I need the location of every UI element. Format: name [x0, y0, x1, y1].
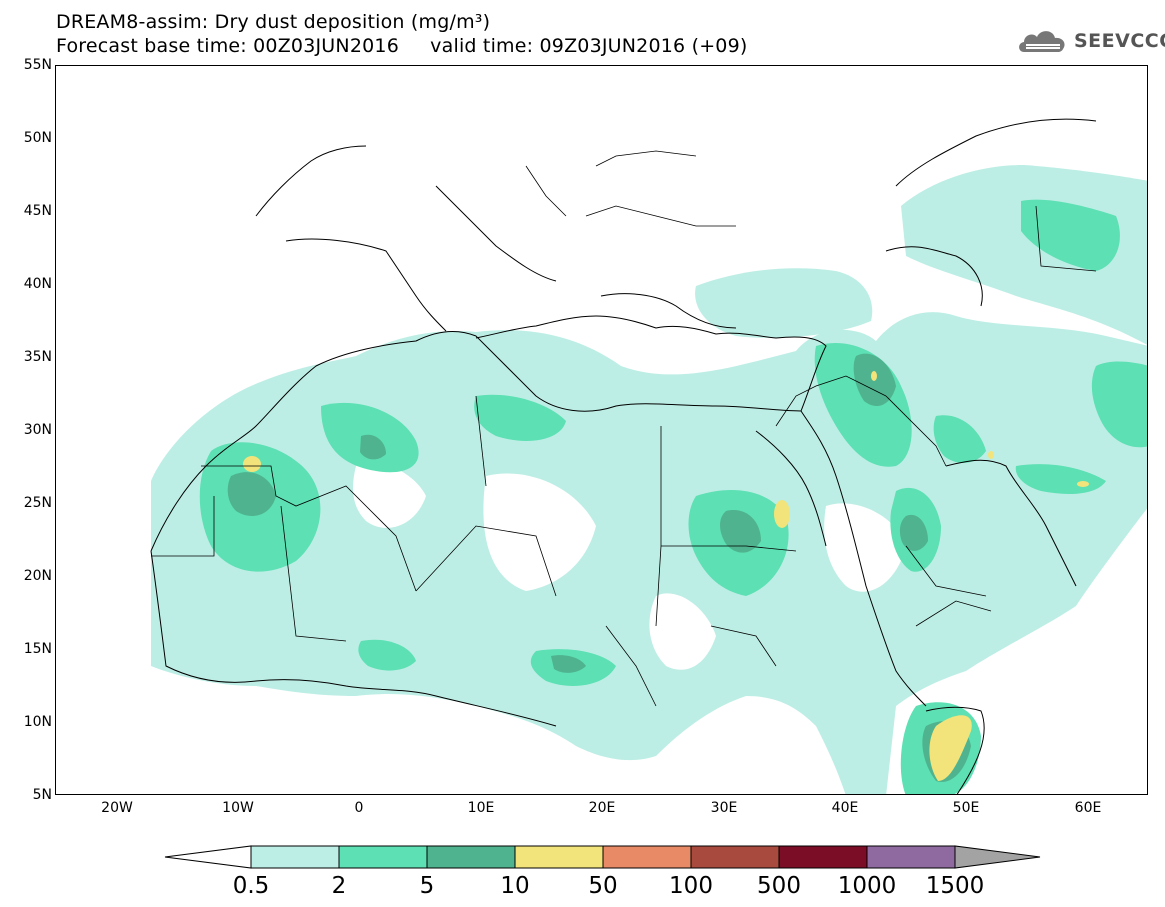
- colorbar-bin-5-10: [426, 845, 516, 869]
- colorbar-bin-10-50: [514, 845, 604, 869]
- colorbar-bin-500-1000: [778, 845, 868, 869]
- lon-label-20w: 20W: [101, 800, 133, 816]
- colorbar-label-100: 100: [669, 873, 713, 899]
- colorbar-bin-1000-1500: [866, 845, 956, 869]
- lat-label-50n: 50N: [23, 130, 52, 146]
- lat-label-15n: 15N: [23, 641, 52, 657]
- seevccc-logo: SEEVCCC: [1016, 26, 1165, 56]
- colorbar-arrow-low: [164, 845, 252, 869]
- lon-label-10w: 10W: [222, 800, 254, 816]
- contour-10-50: [243, 371, 1089, 781]
- lat-label-45n: 45N: [23, 203, 52, 219]
- colorbar-bin-100-500: [690, 845, 780, 869]
- colorbar-label-50: 50: [588, 873, 618, 899]
- lon-label-30e: 30E: [710, 800, 738, 816]
- colorbar-label-10: 10: [500, 873, 530, 899]
- lat-label-10n: 10N: [23, 714, 52, 730]
- dust-deposition-map: [150, 118, 1147, 794]
- lon-label-50e: 50E: [952, 800, 980, 816]
- logo-text: SEEVCCC: [1074, 30, 1165, 52]
- colorbar-label-0.5: 0.5: [232, 873, 270, 899]
- forecast-times: Forecast base time: 00Z03JUN2016 valid t…: [56, 35, 748, 57]
- colorbar-label-2: 2: [331, 873, 347, 899]
- cloud-icon: [1019, 31, 1065, 52]
- lon-label-20e: 20E: [588, 800, 616, 816]
- colorbar-bin-0.5-2: [250, 845, 340, 869]
- colorbar-label-1000: 1000: [837, 873, 897, 899]
- coastlines: [150, 118, 1097, 794]
- lon-label-10e: 10E: [467, 800, 495, 816]
- lat-label-5n: 5N: [32, 787, 52, 803]
- colorbar-label-1500: 1500: [925, 873, 985, 899]
- colorbar-label-500: 500: [757, 873, 801, 899]
- lon-label-0: 0: [354, 800, 364, 816]
- colorbar-bin-50-100: [602, 845, 692, 869]
- lat-label-40n: 40N: [23, 276, 52, 292]
- lat-label-35n: 35N: [23, 349, 52, 365]
- contour-below-0.5: [353, 463, 906, 670]
- lat-label-30n: 30N: [23, 422, 52, 438]
- colorbar-bin-2-5: [338, 845, 428, 869]
- lat-label-55n: 55N: [23, 57, 52, 73]
- map-panel: [55, 65, 1148, 795]
- colorbar-label-5: 5: [419, 873, 435, 899]
- map-title: DREAM8-assim: Dry dust deposition (mg/m³…: [56, 11, 491, 33]
- lat-label-25n: 25N: [23, 495, 52, 511]
- country-borders: [151, 150, 1097, 707]
- lon-label-60e: 60E: [1074, 800, 1102, 816]
- colorbar-arrow-high: [954, 845, 1041, 869]
- lon-label-40e: 40E: [831, 800, 859, 816]
- lat-label-20n: 20N: [23, 568, 52, 584]
